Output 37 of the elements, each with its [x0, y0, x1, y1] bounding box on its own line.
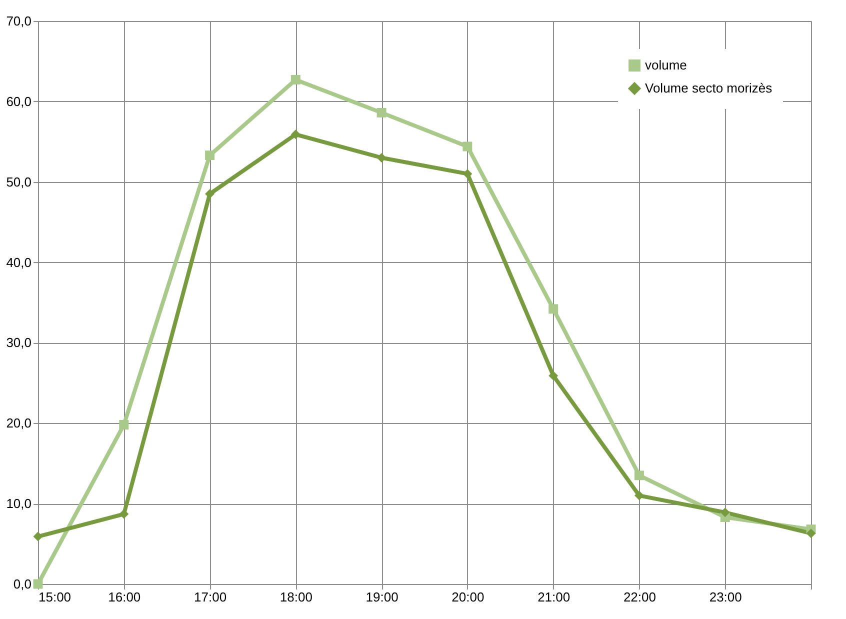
point — [462, 142, 472, 152]
y-tick-label: 70,0 — [6, 14, 32, 28]
point — [720, 508, 730, 518]
point — [548, 304, 558, 314]
x-tick-label: 20:00 — [452, 590, 484, 604]
x-tick-label: 19:00 — [366, 590, 398, 604]
y-tick-label: 0,0 — [13, 576, 32, 592]
y-tick-label: 60,0 — [6, 94, 32, 109]
point — [205, 150, 215, 160]
x-tick-label: 16:00 — [108, 590, 141, 604]
legend-label: volume — [645, 58, 687, 72]
x-tick-label: 15:00 — [38, 590, 72, 604]
legend-label: Volume secto morizès — [645, 80, 773, 96]
point — [33, 579, 43, 589]
x-tick-label: 21:00 — [538, 590, 570, 604]
point — [548, 370, 558, 380]
point — [119, 420, 129, 430]
point — [33, 532, 43, 542]
point — [205, 189, 215, 199]
point — [376, 108, 386, 118]
point — [634, 470, 644, 480]
x-tick-label: 18:00 — [280, 590, 312, 604]
y-tick-label: 50,0 — [6, 174, 32, 190]
x-tick-label: 17:00 — [194, 590, 227, 604]
point — [634, 490, 644, 500]
x-tick-label: 22:00 — [623, 590, 656, 604]
point — [290, 74, 300, 84]
x-tick-label: 23:00 — [709, 590, 742, 604]
point — [119, 509, 129, 519]
point — [462, 169, 472, 179]
y-tick-label: 10,0 — [6, 496, 32, 512]
point — [290, 130, 300, 140]
y-tick-label: 20,0 — [6, 416, 32, 431]
y-tick-label: 40,0 — [6, 254, 32, 270]
point — [376, 152, 386, 162]
y-tick-label: 30,0 — [6, 335, 32, 350]
point — [806, 528, 816, 538]
